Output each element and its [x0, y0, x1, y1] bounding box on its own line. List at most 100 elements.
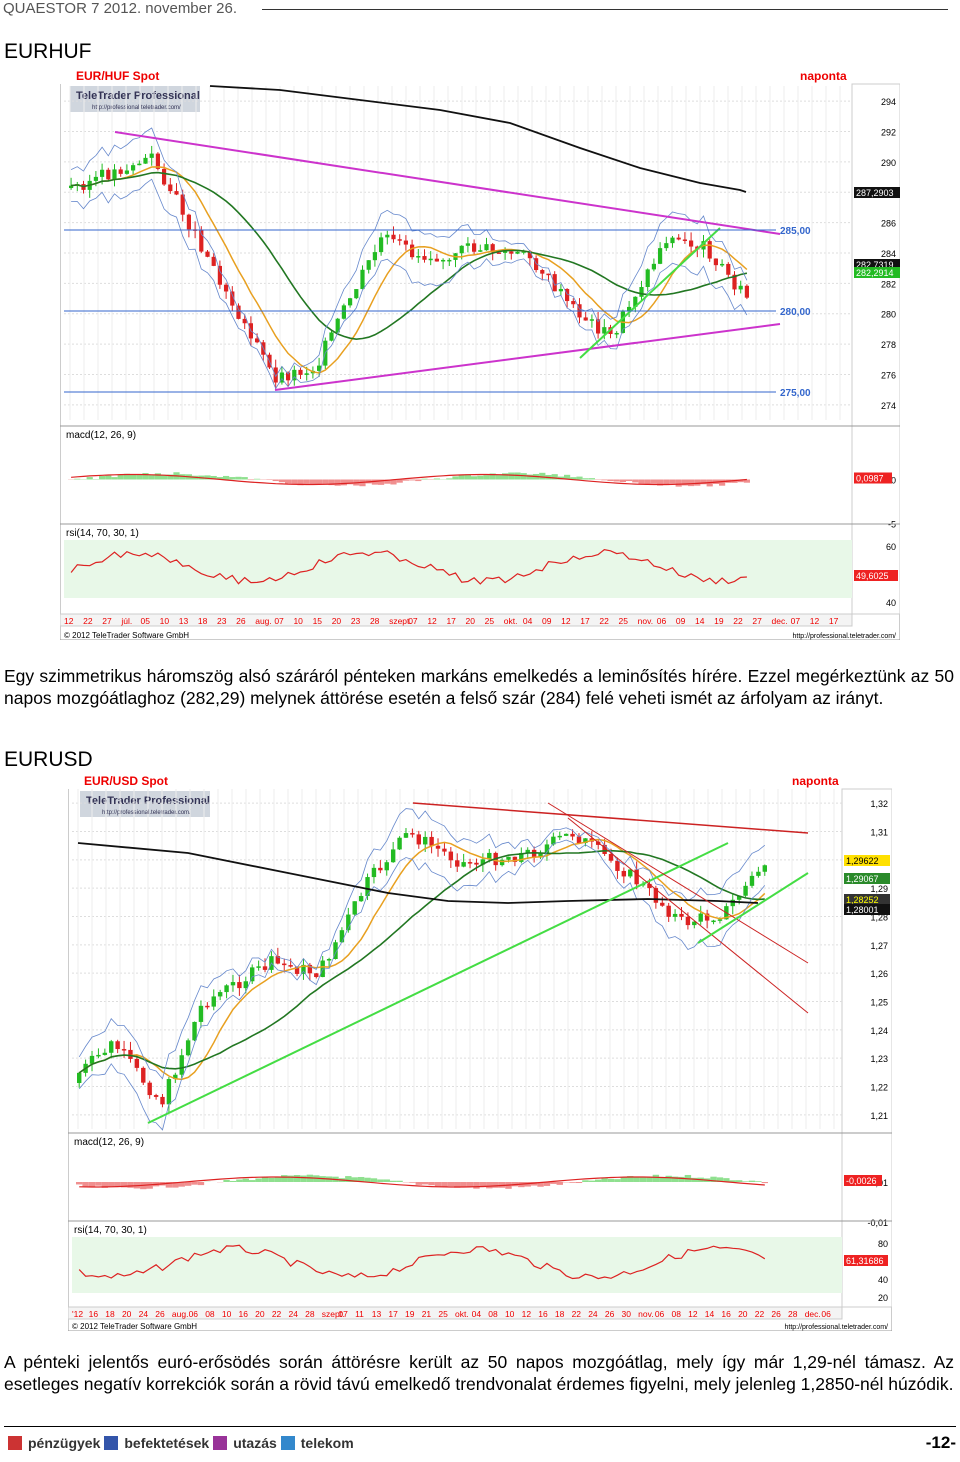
x-tick-label: 23 [351, 616, 361, 626]
candle-body [660, 902, 665, 906]
macd-bar [229, 1180, 237, 1182]
candle-body [538, 853, 543, 858]
chart-title: EUR/USD Spot [84, 774, 168, 788]
footer-item-penzugyek[interactable]: pénzügyek [28, 1435, 101, 1451]
candle-body [602, 327, 607, 334]
candle-body [544, 844, 550, 854]
price-tick-label: 1,24 [870, 1026, 888, 1036]
macd-bar [483, 475, 490, 480]
macd-bar [261, 1176, 269, 1182]
macd-bar [595, 1179, 602, 1182]
x-tick-label: 18 [555, 1309, 565, 1319]
price-badge [844, 873, 890, 884]
macd-bar [700, 479, 707, 485]
macd-bar [300, 1175, 307, 1182]
macd-bar [588, 1180, 595, 1182]
price-tick-label: 290 [881, 158, 896, 168]
candle-body [540, 270, 545, 274]
macd-bar [614, 1179, 621, 1182]
x-tick-label: 17 [829, 616, 839, 626]
candle-body [384, 862, 389, 871]
candle-body [112, 169, 117, 180]
price-tick-label: 282 [881, 279, 896, 289]
candle-body [199, 230, 204, 252]
macd-bar [473, 1182, 480, 1189]
macd-bar [564, 474, 571, 480]
trend-line [697, 872, 809, 944]
macd-bar [130, 474, 137, 480]
candle-body [726, 263, 731, 275]
x-tick-label: 19 [714, 616, 724, 626]
macd-bar [396, 479, 403, 483]
x-tick-label: 07 [274, 616, 284, 626]
candle-body [341, 305, 346, 319]
price-badge-label: 1,28001 [846, 905, 879, 915]
candle-body [521, 251, 526, 253]
candle-body [465, 243, 470, 246]
title-bar [68, 773, 892, 789]
bollinger-band [78, 808, 766, 1080]
macd-bar [588, 478, 595, 480]
macd-bar [351, 1177, 358, 1182]
x-tick-label: szept. [389, 616, 412, 626]
price-tick-label: 284 [881, 249, 896, 259]
x-tick-label: 08 [671, 1309, 681, 1319]
candle-body [292, 369, 297, 381]
macd-bar [619, 479, 626, 483]
candle-body [639, 287, 644, 297]
bollinger-band [71, 178, 748, 390]
x-tick-label: 23 [217, 616, 227, 626]
macd-bar [691, 1177, 698, 1182]
macd-bar [316, 479, 323, 485]
macd-bar [178, 1182, 185, 1187]
candle-body [162, 168, 167, 185]
x-tick-label: 28 [370, 616, 380, 626]
x-tick-label: 26 [155, 1309, 165, 1319]
macd-bar [285, 479, 292, 484]
macd-bar [123, 473, 130, 480]
candle-body [275, 956, 281, 964]
rsi-label: rsi(14, 70, 30, 1) [66, 528, 139, 539]
candle-body [106, 169, 111, 180]
macd-bar [111, 477, 118, 480]
price-badge-label: 1,29622 [846, 856, 879, 866]
x-tick-label: 22 [572, 1309, 582, 1319]
candle-body [256, 966, 261, 968]
footer-item-utazas[interactable]: utazás [233, 1435, 277, 1451]
macd-bar [446, 478, 453, 480]
macd-bar [550, 1182, 557, 1184]
candle-body [429, 836, 434, 846]
macd-bar [389, 1180, 397, 1182]
macd-bar [383, 1179, 390, 1182]
macd-label: macd(12, 26, 9) [74, 1137, 144, 1148]
candle-body [589, 319, 594, 321]
level-label: 280,00 [780, 307, 811, 318]
macd-bar [421, 478, 428, 480]
candle-body [713, 258, 718, 266]
price-tick-label: 1,22 [870, 1083, 888, 1093]
rsi-badge [844, 1255, 888, 1266]
candle-body [128, 1049, 133, 1059]
teletrader-logo [80, 791, 210, 817]
x-tick-label: 26 [771, 1309, 781, 1319]
macd-bar [278, 479, 285, 483]
level-label: 285,00 [780, 226, 811, 237]
candle-body [416, 834, 421, 845]
trend-line [274, 323, 781, 391]
macd-bar [328, 479, 335, 486]
candle-body [682, 239, 687, 241]
x-tick-label: okt. [455, 1309, 469, 1319]
macd-bar [409, 479, 416, 481]
candle-body [69, 185, 74, 188]
price-badge-label: 1,28252 [846, 895, 879, 905]
macd-bar [659, 1176, 666, 1182]
footer-item-telekom[interactable]: telekom [300, 1435, 354, 1451]
footer-item-befektetesek[interactable]: befektetések [124, 1435, 210, 1451]
macd-label: macd(12, 26, 9) [66, 430, 136, 441]
macd-bar [570, 477, 577, 480]
macd-bar [136, 474, 143, 480]
macd-bar [172, 1182, 179, 1188]
macd-bar [340, 479, 347, 486]
candle-body [160, 1096, 165, 1105]
macd-bar [390, 479, 397, 485]
